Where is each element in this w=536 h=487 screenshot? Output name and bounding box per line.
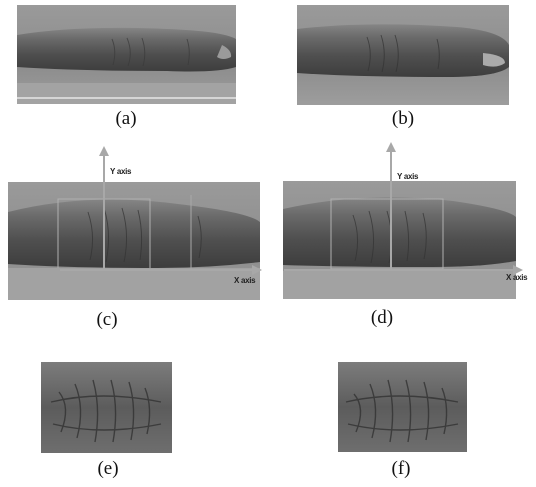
- finger-image-a: [17, 5, 236, 104]
- finger-roi-e: [41, 362, 172, 453]
- caption-e: (e): [97, 458, 119, 479]
- finger-image-d: [283, 181, 516, 299]
- y-axis-label-c: Y axis: [110, 167, 132, 176]
- caption-d: (d): [370, 307, 394, 328]
- caption-f: (f): [391, 458, 411, 479]
- x-axis-label-d: X axis: [506, 273, 528, 282]
- finger-roi-f: [338, 362, 467, 452]
- finger-image-b: [297, 5, 509, 105]
- caption-b: (b): [391, 108, 415, 129]
- x-axis-label-c: X axis: [234, 276, 256, 285]
- y-axis-label-d: Y axis: [397, 172, 419, 181]
- caption-c: (c): [96, 309, 118, 330]
- caption-a: (a): [115, 108, 137, 129]
- finger-image-c: [8, 182, 260, 300]
